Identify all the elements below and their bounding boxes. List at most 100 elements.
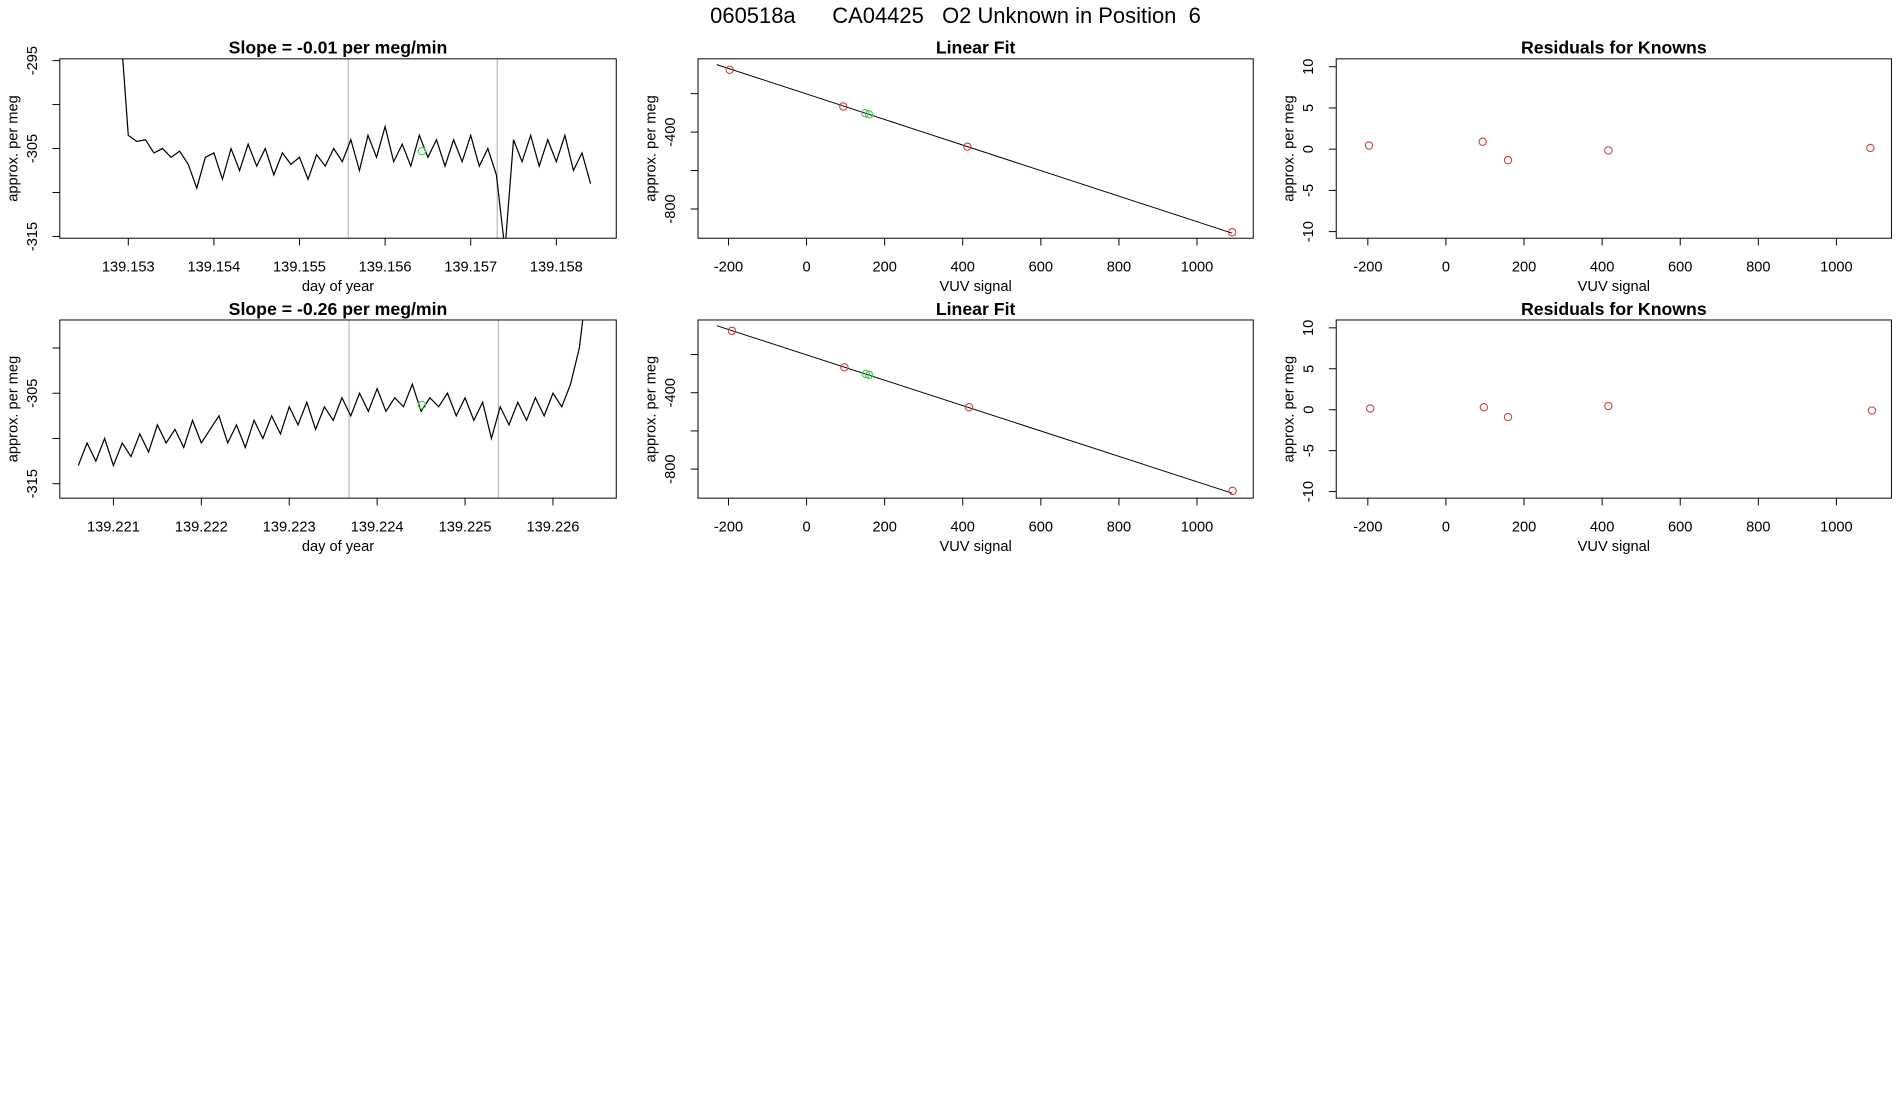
- x-tick-label: 600: [1668, 259, 1692, 275]
- data-point: [1604, 401, 1613, 411]
- y-tick-label: -400: [663, 378, 679, 407]
- plot-area: [1365, 401, 1877, 422]
- data-point: [1364, 141, 1374, 150]
- x-tick-label: -200: [1353, 519, 1382, 535]
- panel: Linear Fit VUV signal approx. per meg -200 0…: [644, 38, 1254, 295]
- y-axis-label: approx. per meg: [1282, 95, 1298, 201]
- y-tick-label: -315: [25, 222, 41, 251]
- x-tick-label: 1000: [1820, 519, 1853, 535]
- y-axis-label: approx. per meg: [644, 95, 660, 202]
- data-point: [725, 65, 734, 75]
- data-point: [864, 370, 874, 380]
- x-tick-label: 200: [872, 519, 896, 535]
- y-tick-label: -5: [1301, 444, 1317, 457]
- x-tick-label: 1000: [1181, 259, 1214, 275]
- data-point: [1503, 155, 1513, 165]
- data-point: [1478, 137, 1487, 146]
- x-tick-label: 600: [1029, 519, 1053, 535]
- x-axis-label: day of year: [302, 279, 374, 295]
- x-tick-label: 400: [1590, 519, 1614, 535]
- panel-title: Residuals for Knowns: [1521, 38, 1707, 58]
- panel-title: Linear Fit: [936, 38, 1016, 58]
- y-tick-label: -305: [25, 379, 41, 408]
- x-tick-label: 1000: [1181, 519, 1214, 535]
- plot-area: [1364, 137, 1875, 165]
- x-tick-label: 139.223: [263, 519, 316, 535]
- x-tick-label: 400: [951, 259, 975, 275]
- panel: Residuals for Knowns VUV signal approx. pe…: [1282, 38, 1892, 295]
- x-tick-label: 200: [872, 259, 896, 275]
- data-point: [1365, 404, 1375, 413]
- y-tick-label: -10: [1301, 481, 1317, 502]
- main-title: 060518a CA04425 O2 Unknown in Position 6: [710, 3, 1201, 28]
- data-point: [1866, 143, 1875, 153]
- x-tick-label: 1000: [1820, 259, 1853, 275]
- data-line: [77, 319, 584, 468]
- y-axis-label: approx. per meg: [1282, 356, 1298, 463]
- y-tick-label: 10: [1301, 59, 1317, 75]
- panel-title: Slope = -0.01 per meg/min: [229, 38, 448, 58]
- x-tick-label: 139.221: [87, 519, 140, 535]
- x-tick-label: 139.155: [273, 259, 326, 275]
- x-tick-label: -200: [1353, 259, 1382, 275]
- x-tick-label: 0: [1442, 519, 1450, 535]
- data-point: [860, 109, 870, 118]
- plot-frame: [697, 58, 1254, 239]
- y-tick-label: 0: [1301, 406, 1317, 414]
- x-tick-label: 800: [1746, 519, 1770, 535]
- x-axis-label: VUV signal: [1578, 279, 1650, 295]
- y-tick-label: 0: [1301, 145, 1317, 153]
- x-tick-label: 0: [1442, 259, 1450, 275]
- plot-area: [716, 64, 1237, 237]
- y-tick-label: 5: [1301, 365, 1317, 373]
- y-tick-label: -800: [663, 454, 679, 483]
- data-line: [122, 58, 592, 239]
- data-point: [839, 102, 848, 111]
- x-tick-label: 0: [802, 259, 810, 275]
- plot-frame: [1335, 58, 1892, 239]
- x-tick-label: 600: [1668, 519, 1692, 535]
- x-tick-label: 139.222: [175, 519, 228, 535]
- data-point: [1479, 403, 1489, 412]
- y-tick-label: 10: [1301, 320, 1317, 336]
- x-tick-label: 400: [951, 519, 975, 535]
- x-tick-label: 139.225: [439, 519, 492, 535]
- data-point: [417, 400, 427, 410]
- data-point: [1503, 412, 1513, 422]
- plot-area: [122, 58, 592, 239]
- x-tick-label: 139.226: [527, 519, 580, 535]
- panel-title: Residuals for Knowns: [1521, 299, 1707, 319]
- x-axis-label: VUV signal: [1578, 539, 1650, 555]
- data-point: [1604, 146, 1613, 155]
- fit-line: [716, 325, 1233, 494]
- y-axis-label: approx. per meg: [644, 356, 660, 463]
- y-axis-label: approx. per meg: [5, 356, 21, 463]
- y-tick-label: -305: [25, 134, 41, 163]
- data-point: [1867, 406, 1877, 415]
- data-point: [840, 363, 849, 372]
- plot-frame: [59, 319, 617, 499]
- x-tick-label: 139.158: [530, 259, 583, 275]
- data-point: [964, 403, 974, 412]
- y-tick-label: -315: [25, 469, 41, 498]
- x-tick-label: 139.156: [359, 259, 412, 275]
- x-tick-label: 600: [1029, 259, 1053, 275]
- x-axis-label: VUV signal: [939, 279, 1011, 295]
- data-point: [727, 326, 737, 336]
- x-tick-label: -200: [714, 259, 743, 275]
- plot-frame: [1335, 319, 1892, 499]
- x-axis-label: VUV signal: [939, 539, 1011, 555]
- x-tick-label: 139.224: [351, 519, 404, 535]
- panel: Slope = -0.01 per meg/min day of year appr…: [5, 38, 617, 295]
- y-tick-label: -5: [1301, 184, 1317, 197]
- x-axis-label: day of year: [302, 539, 374, 555]
- plot-frame: [59, 58, 617, 239]
- x-tick-label: 200: [1512, 519, 1536, 535]
- y-tick-label: -10: [1301, 221, 1317, 242]
- x-tick-label: 139.157: [444, 259, 497, 275]
- panel-title: Slope = -0.26 per meg/min: [229, 299, 448, 319]
- data-point: [1227, 228, 1237, 237]
- y-tick-label: 5: [1301, 104, 1317, 112]
- y-tick-label: -400: [663, 117, 679, 146]
